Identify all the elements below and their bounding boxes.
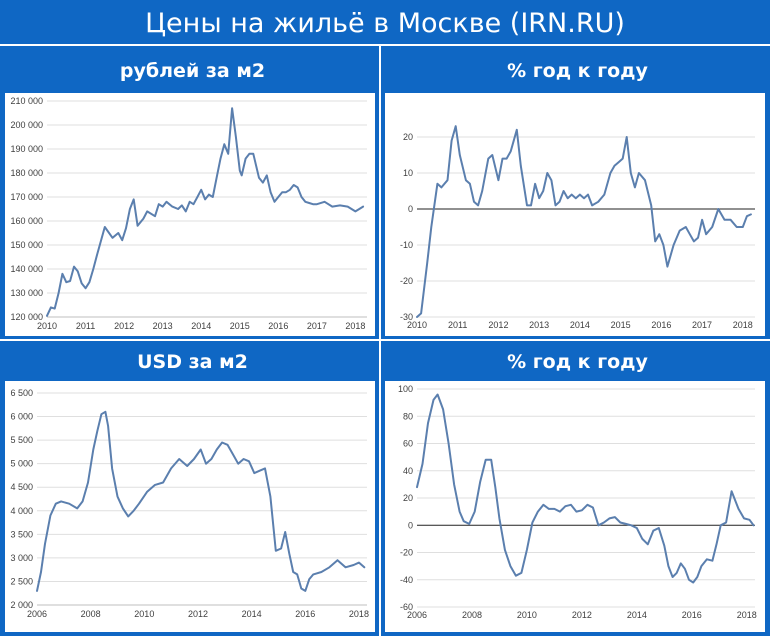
chart-rub-yoy-svg: -30 -20 -10 0 10 20 2010 2011 2012 2013 2014 2015 20… [400,125,755,330]
x-tick-label: 2013 [529,320,549,330]
y-tick-label: 0 [408,204,413,214]
x-tick-label: 2016 [682,610,702,620]
x-tick-label: 2012 [572,610,592,620]
y-tick-label: 120 000 [10,312,43,322]
chart-usd-per-m2-svg: 2 000 2 500 3 000 3 500 4 000 4 500 5 000 5 500… [10,388,369,619]
y-tick-label: 20 [403,493,413,503]
y-tick-label: 2 500 [10,576,33,586]
y-tick-label: 160 000 [10,216,43,226]
chart-rub-per-m2-svg: 120 000 130 000 140 000 150 000 160 000 170 0… [10,96,367,331]
y-tick-label: 140 000 [10,264,43,274]
x-tick-label: 2010 [134,609,154,619]
chart-usd-yoy: -60 -40 -20 0 20 40 60 80 100 2006 2008 2010 2012 201… [385,381,765,632]
series-line [36,410,366,592]
y-tick-label: 80 [403,411,413,421]
y-tick-label: -20 [400,548,413,558]
y-tick-label: 100 [398,384,413,394]
x-tick-label: 2017 [692,320,712,330]
x-tick-label: 2012 [114,321,134,331]
x-tick-label: 2016 [295,609,315,619]
x-tick-label: 2015 [611,320,631,330]
x-tick-label: 2014 [570,320,590,330]
y-tick-label: 200 000 [10,120,43,130]
x-tick-label: 2018 [737,610,757,620]
y-tick-label: 190 000 [10,144,43,154]
x-tick-label: 2011 [76,321,95,331]
x-tick-label: 2010 [407,320,427,330]
x-tick-label: 2013 [153,321,173,331]
y-tick-label: -60 [400,602,413,612]
y-tick-label: 0 [408,520,413,530]
x-tick-label: 2016 [651,320,671,330]
x-tick-label: 2012 [188,609,208,619]
y-tick-label: 5 000 [10,459,33,469]
y-tick-label: 3 000 [10,553,33,563]
x-tick-label: 2006 [27,609,47,619]
series-line [46,107,365,317]
y-tick-label: 170 000 [10,192,43,202]
divider-middle [0,339,770,341]
x-tick-label: 2011 [448,320,467,330]
y-tick-label: 150 000 [10,240,43,250]
series-line [416,393,755,584]
y-tick-label: -40 [400,575,413,585]
chart-1-title: рублей за м2 [119,60,266,82]
y-tick-label: 4 500 [10,482,33,492]
x-tick-label: 2010 [517,610,537,620]
x-tick-label: 2018 [345,321,365,331]
chart-rub-yoy: -30 -20 -10 0 10 20 2010 2011 2012 2013 2014 2015 20… [385,93,765,336]
y-tick-label: 3 500 [10,529,33,539]
chart-usd-yoy-svg: -60 -40 -20 0 20 40 60 80 100 2006 2008 2010 2012 201… [398,384,757,620]
divider-top [0,44,770,46]
x-tick-label: 2018 [349,609,369,619]
y-tick-label: 60 [403,439,413,449]
y-tick-label: 40 [403,466,413,476]
chart-4-title: % год к году [507,351,648,373]
x-tick-label: 2010 [37,321,57,331]
y-tick-label: 4 000 [10,506,33,516]
x-tick-label: 2017 [307,321,327,331]
y-tick-label: 210 000 [10,96,43,106]
x-tick-label: 2015 [230,321,250,331]
y-tick-label: 130 000 [10,288,43,298]
y-tick-label: -30 [400,312,413,322]
x-tick-label: 2014 [627,610,647,620]
y-tick-label: -20 [400,276,413,286]
y-tick-label: 2 000 [10,600,33,610]
main-title: Цены на жильё в Москве (IRN.RU) [145,8,625,39]
x-tick-label: 2014 [191,321,211,331]
y-tick-label: 20 [403,132,413,142]
y-tick-label: 6 500 [10,388,33,398]
x-tick-label: 2006 [407,610,427,620]
chart-usd-per-m2: 2 000 2 500 3 000 3 500 4 000 4 500 5 000 5 500… [5,381,375,632]
x-tick-label: 2008 [462,610,482,620]
y-tick-label: 5 500 [10,435,33,445]
chart-rub-per-m2: 120 000 130 000 140 000 150 000 160 000 170 0… [5,93,375,336]
y-tick-label: 10 [403,168,413,178]
x-tick-label: 2008 [81,609,101,619]
chart-2-title: % год к году [507,60,648,82]
x-tick-label: 2016 [268,321,288,331]
y-tick-label: 180 000 [10,168,43,178]
y-tick-label: -10 [400,240,413,250]
series-line [416,125,752,318]
x-tick-label: 2014 [242,609,262,619]
x-tick-label: 2012 [488,320,508,330]
chart-3-title: USD за м2 [137,351,248,373]
x-tick-label: 2018 [733,320,753,330]
divider-vertical [379,46,381,636]
y-tick-label: 6 000 [10,412,33,422]
